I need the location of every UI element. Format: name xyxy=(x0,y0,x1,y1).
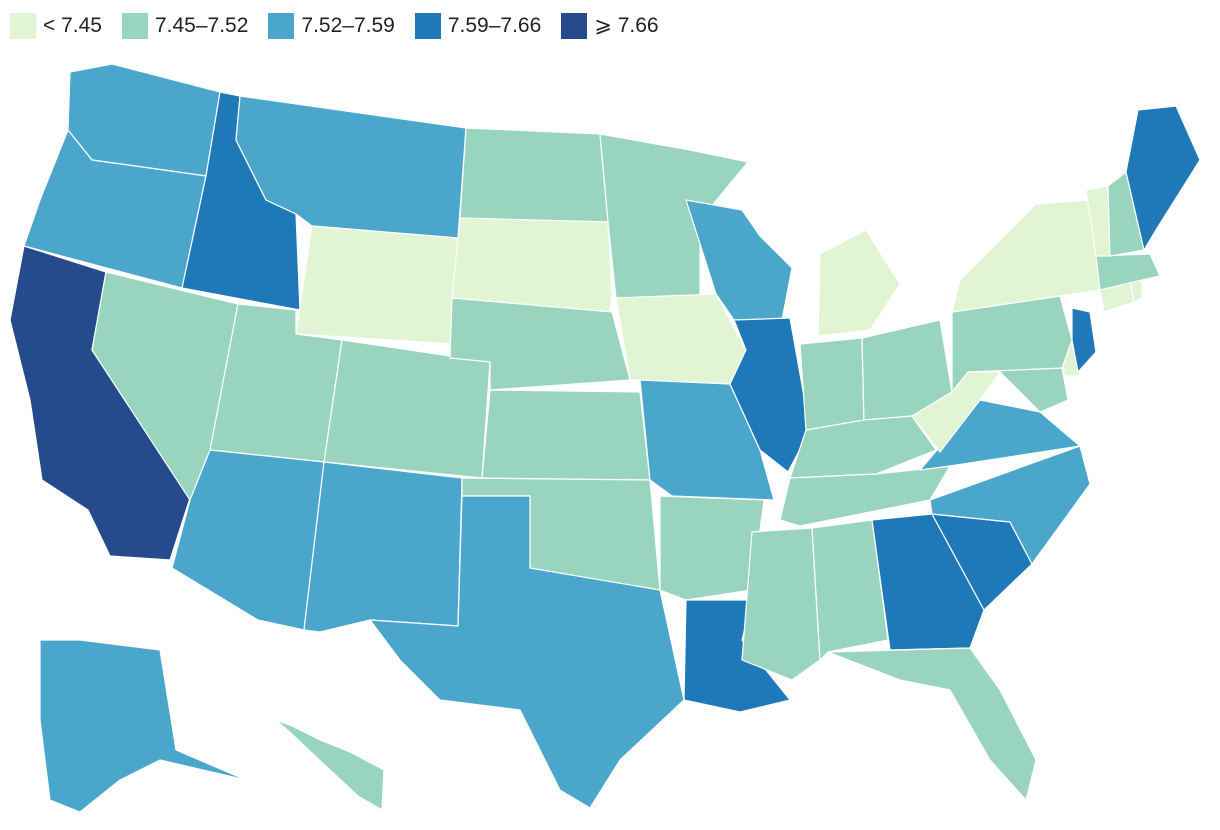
state-nd xyxy=(459,127,609,223)
state-al xyxy=(811,519,889,661)
legend-swatch xyxy=(10,13,36,39)
legend-swatch xyxy=(268,13,295,39)
state-co xyxy=(323,339,491,479)
legend-label: ⩾ 7.66 xyxy=(594,14,659,37)
legend-item: 7.45–7.52 xyxy=(121,13,249,39)
state-wy xyxy=(295,225,459,345)
state-hi xyxy=(275,719,385,811)
state-ar xyxy=(659,495,765,601)
legend-item: 7.59–7.66 xyxy=(414,13,542,39)
state-nm xyxy=(303,461,463,633)
state-fl xyxy=(827,647,1037,801)
state-ny xyxy=(951,199,1101,313)
legend-swatch xyxy=(414,13,441,39)
legend-swatch xyxy=(561,13,588,39)
state-ma xyxy=(1095,253,1161,291)
legend-item: < 7.45 xyxy=(10,13,102,39)
legend-swatch xyxy=(121,13,148,39)
state-mn xyxy=(599,133,749,299)
legend-label: 7.59–7.66 xyxy=(447,14,542,37)
legend-label: < 7.45 xyxy=(43,14,102,37)
legend-item: 7.52–7.59 xyxy=(268,13,395,39)
legend-item: ⩾ 7.66 xyxy=(561,13,659,39)
state-ms xyxy=(741,527,821,681)
legend-label: 7.45–7.52 xyxy=(154,14,249,37)
state-nj xyxy=(1071,307,1097,373)
state-tx xyxy=(369,495,685,809)
state-ks xyxy=(481,389,651,481)
state-il xyxy=(729,317,811,473)
state-ak xyxy=(39,639,247,813)
legend-label: 7.52–7.59 xyxy=(301,14,395,37)
state-ga xyxy=(871,513,985,651)
state-mi xyxy=(817,229,901,337)
state-wi xyxy=(685,199,793,321)
state-sd xyxy=(451,217,613,313)
legend: < 7.45 7.45–7.52 7.52–7.59 7.59–7.66 ⩾ 7… xyxy=(10,13,679,39)
state-me xyxy=(1125,105,1201,251)
